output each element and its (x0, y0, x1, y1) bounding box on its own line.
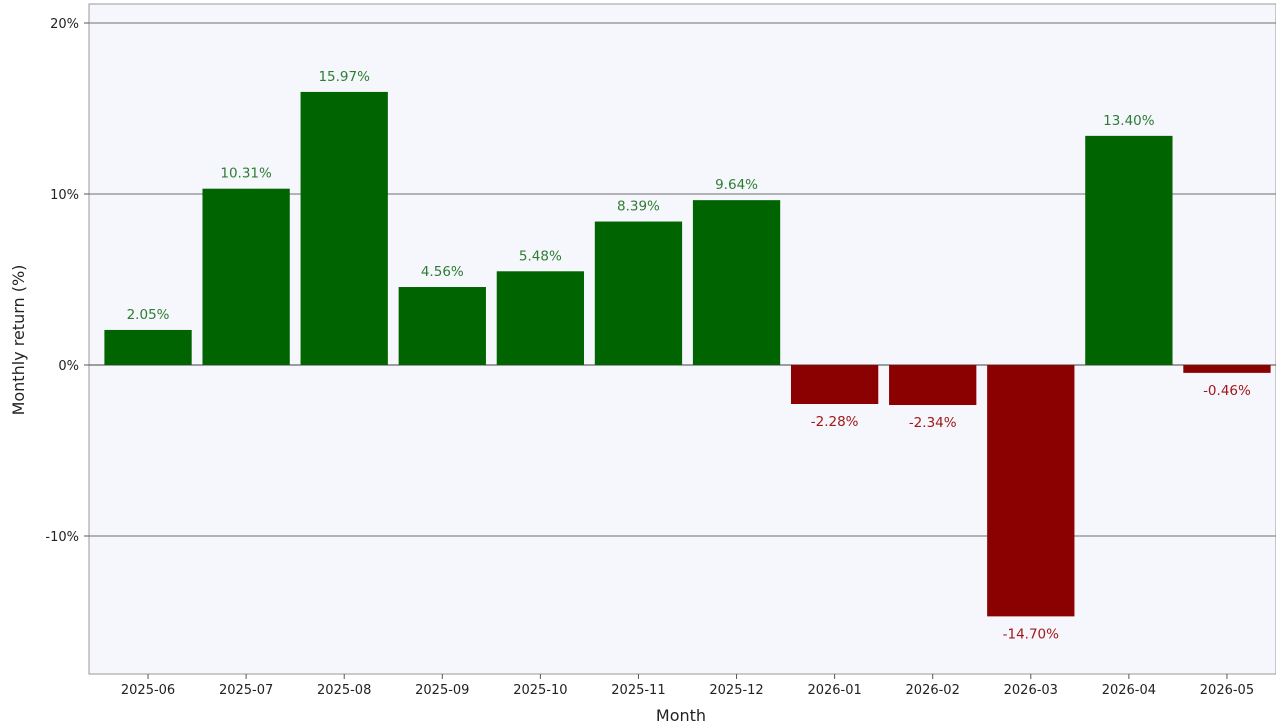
data-label: 15.97% (318, 69, 370, 85)
y-tick-label: 20% (50, 17, 79, 32)
bar-2025-09 (398, 287, 486, 365)
y-tick-label: 0% (58, 359, 79, 374)
y-tick-label: 10% (50, 188, 79, 203)
x-tick-label: 2025-06 (121, 683, 175, 698)
x-tick-label: 2026-02 (906, 683, 960, 698)
x-tick-label: 2026-04 (1102, 683, 1156, 698)
bar-2025-10 (496, 271, 585, 365)
x-tick-label: 2025-08 (317, 683, 371, 698)
bar-2026-01 (790, 365, 879, 404)
bar-2025-08 (300, 91, 388, 366)
x-axis-ticks: 2025-06 2025-07 2025-08 2025-09 2025-10 2025-… (121, 674, 1254, 698)
y-tick-label: -10% (45, 530, 79, 545)
data-label: 8.39% (617, 199, 660, 215)
y-axis-ticks: 20% 10% 0% -10% (45, 17, 89, 545)
x-tick-label: 2026-05 (1200, 683, 1254, 698)
bars (104, 91, 1271, 617)
data-label: -0.46% (1203, 383, 1251, 399)
data-label: 9.64% (715, 177, 758, 193)
x-tick-label: 2025-11 (611, 683, 665, 698)
bar-2026-02 (889, 365, 977, 406)
data-label: -2.28% (811, 414, 859, 430)
bar-2026-05 (1183, 365, 1271, 373)
x-tick-label: 2026-03 (1004, 683, 1058, 698)
data-label: 13.40% (1103, 113, 1155, 129)
x-tick-label: 2026-01 (807, 683, 861, 698)
data-label: -14.70% (1003, 626, 1060, 642)
bar-2026-03 (987, 365, 1075, 617)
data-label: 4.56% (421, 264, 464, 280)
x-tick-label: 2025-09 (415, 683, 469, 698)
data-labels: 2.05% 10.31% 15.97% 4.56% 5.48% 8.39% 9.64% -2.… (127, 69, 1251, 642)
x-tick-label: 2025-12 (709, 683, 763, 698)
bar-2025-07 (202, 188, 290, 365)
data-label: 2.05% (127, 307, 170, 323)
y-axis-label: Monthly return (%) (9, 265, 28, 416)
data-label: 5.48% (519, 248, 562, 264)
bar-2026-04 (1085, 135, 1173, 365)
bar-2025-06 (104, 329, 192, 365)
x-axis-label: Month (656, 706, 706, 725)
bar-2025-12 (692, 200, 781, 365)
x-tick-label: 2025-10 (513, 683, 567, 698)
x-tick-label: 2025-07 (219, 683, 273, 698)
data-label: 10.31% (220, 166, 272, 182)
data-label: -2.34% (909, 415, 957, 431)
bar-2025-11 (594, 221, 683, 365)
